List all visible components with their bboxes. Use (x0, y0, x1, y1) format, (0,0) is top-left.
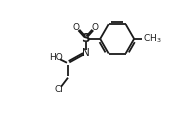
Text: CH$_3$: CH$_3$ (144, 33, 162, 45)
Text: S: S (82, 32, 90, 45)
Text: N: N (82, 48, 90, 58)
Text: HO: HO (49, 53, 63, 62)
Text: O: O (73, 23, 80, 32)
Text: Cl: Cl (54, 85, 63, 94)
Text: O: O (92, 23, 99, 32)
